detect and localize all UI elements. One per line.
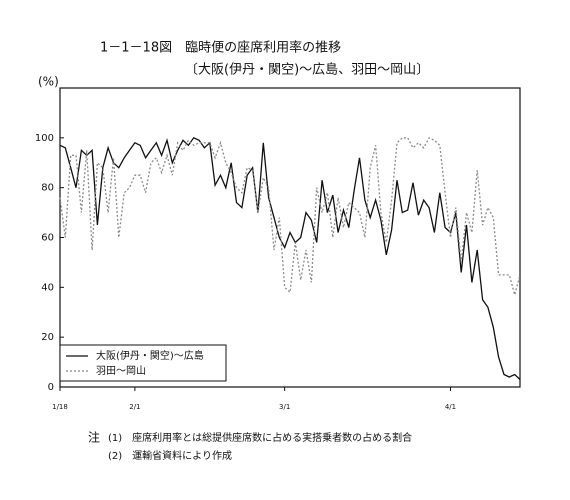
note-prefix: 注 (88, 430, 100, 445)
plot-frame (59, 87, 521, 388)
series-line (59, 136, 521, 298)
y-tick-label: 100 (35, 133, 54, 144)
x-tick-label: 2/1 (129, 403, 140, 411)
y-tick-label: 0 (48, 382, 54, 393)
chart-subtitle: 〔大阪(伊丹・関空)〜広島、羽田〜岡山〕 (185, 63, 429, 78)
legend-label: 大阪(伊丹・関空)〜広島 (96, 349, 204, 362)
legend-label: 羽田〜岡山 (96, 365, 146, 377)
series-line (59, 136, 521, 380)
chart-title: 1－1－18図 臨時便の座席利用率の推移 (100, 40, 341, 56)
y-tick-label: 40 (41, 282, 54, 293)
note: (2) 運輸省資料により作成 (108, 449, 232, 462)
y-unit: (%) (38, 75, 59, 89)
x-tick-label: 3/1 (279, 403, 290, 411)
y-tick-label: 80 (41, 183, 54, 194)
y-tick-label: 60 (41, 233, 54, 244)
x-tick-label: 4/1 (445, 403, 456, 411)
note: (1) 座席利用率とは総提供座席数に占める実搭乗者数の占める割合 (108, 431, 412, 444)
x-tick-label: 1/18 (52, 403, 68, 411)
legend-box (59, 344, 227, 382)
y-tick-label: 20 (41, 332, 54, 343)
